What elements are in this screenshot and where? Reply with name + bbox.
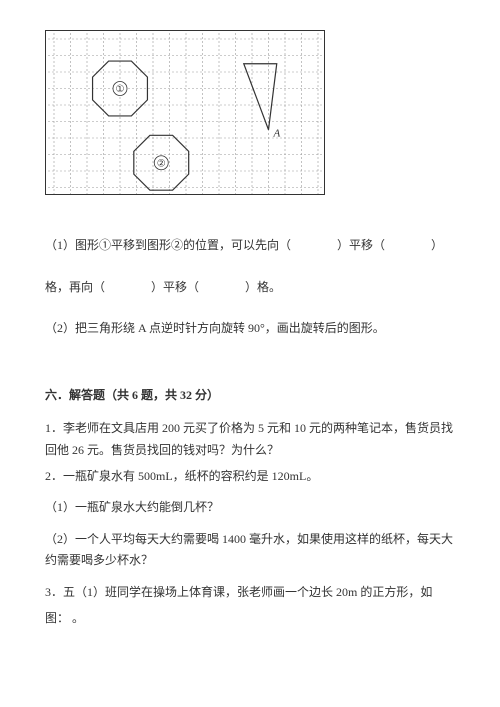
- q1-l2c: ）格。: [245, 280, 281, 294]
- section6-p3a: 3．五（1）班同学在操场上体育课，张老师画一个边长 20m 的正方形，如: [45, 582, 455, 604]
- q1-prefix: （1）图形①平移到图形②的位置，可以先向（: [45, 238, 291, 252]
- section6-p1: 1．李老师在文具店用 200 元买了价格为 5 元和 10 元的两种笔记本，售货…: [45, 418, 455, 461]
- q1-blank4: [202, 277, 242, 299]
- q1-line2: 格，再向（ ）平移（ ）格。: [45, 277, 455, 299]
- q2-text: （2）把三角形绕 A 点逆时针方向旋转 90°，画出旋转后的图形。: [45, 321, 385, 335]
- section6-p2: 2．一瓶矿泉水有 500mL，纸杯的容积约是 120mL。: [45, 466, 455, 488]
- grid-svg: ① ② A: [46, 31, 326, 196]
- section6-p3b: 图： 。: [45, 608, 455, 630]
- svg-text:②: ②: [157, 158, 166, 169]
- section6-title: 六．解答题（共 6 题，共 32 分）: [45, 385, 455, 407]
- q1-blank1: [294, 235, 334, 257]
- q1-l2b: ）平移（: [151, 280, 199, 294]
- q1-l2a: 格，再向（: [45, 280, 105, 294]
- section6-p2-sub2: （2）一个人平均每天大约需要喝 1400 毫升水，如果使用这样的纸杯，每天大约需…: [45, 529, 455, 572]
- q1-blank2: [388, 235, 428, 257]
- section6-p2-sub1: （1）一瓶矿泉水大约能倒几杯？: [45, 497, 455, 519]
- svg-text:A: A: [272, 127, 280, 139]
- q1-blank3: [108, 277, 148, 299]
- grid-figure: ① ② A: [45, 30, 325, 195]
- svg-text:①: ①: [116, 84, 125, 95]
- q2-line: （2）把三角形绕 A 点逆时针方向旋转 90°，画出旋转后的图形。: [45, 318, 455, 340]
- q1-mid1: ）平移（: [337, 238, 385, 252]
- q1-line1: （1）图形①平移到图形②的位置，可以先向（ ）平移（ ）: [45, 235, 455, 257]
- q1-mid2: ）: [431, 238, 443, 252]
